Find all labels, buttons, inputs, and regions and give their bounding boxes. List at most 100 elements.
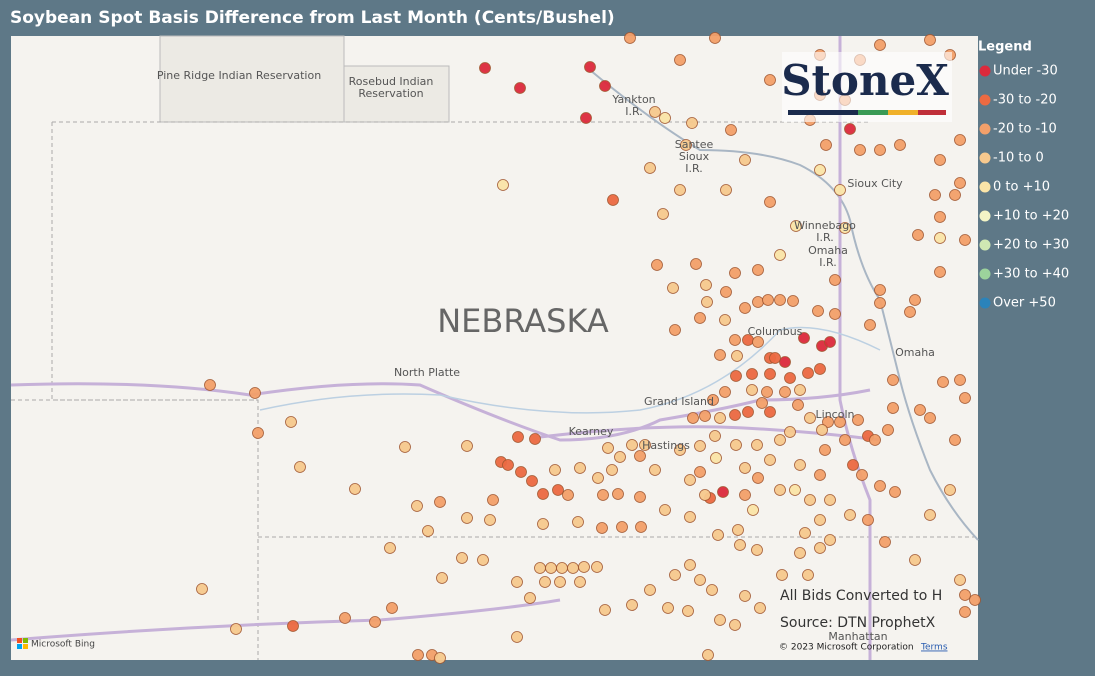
bid-point xyxy=(762,294,774,306)
bid-point xyxy=(730,439,742,451)
bid-point xyxy=(839,222,851,234)
bid-point xyxy=(699,489,711,501)
bid-point xyxy=(784,372,796,384)
bid-point xyxy=(882,424,894,436)
bid-point xyxy=(776,569,788,581)
bid-point xyxy=(779,356,791,368)
bid-point xyxy=(764,454,776,466)
bid-point xyxy=(725,124,737,136)
bid-point xyxy=(847,459,859,471)
bid-point xyxy=(644,584,656,596)
bid-point xyxy=(794,459,806,471)
bid-point xyxy=(545,562,557,574)
bid-point xyxy=(339,612,351,624)
bid-point xyxy=(690,258,702,270)
bid-point xyxy=(684,474,696,486)
bid-point xyxy=(249,387,261,399)
place-label: North Platte xyxy=(394,366,460,379)
bid-point xyxy=(599,604,611,616)
bid-point xyxy=(854,144,866,156)
bid-point xyxy=(556,562,568,574)
bid-point xyxy=(694,466,706,478)
bid-point xyxy=(714,349,726,361)
bid-point xyxy=(669,324,681,336)
bid-point xyxy=(729,409,741,421)
place-label: Yankton xyxy=(611,93,655,106)
bid-point xyxy=(694,312,706,324)
legend: Under -30 -30 to -20 -20 to -10 -10 to 0 0 t… xyxy=(979,64,1069,311)
title: Soybean Spot Basis Difference from Last … xyxy=(10,8,615,28)
legend-title: Legend xyxy=(978,40,1032,55)
bid-point xyxy=(949,434,961,446)
bid-point xyxy=(682,605,694,617)
bid-point xyxy=(804,494,816,506)
bid-point xyxy=(909,554,921,566)
bid-point xyxy=(567,562,579,574)
bid-point xyxy=(634,491,646,503)
bid-point xyxy=(639,439,651,451)
bid-point xyxy=(824,494,836,506)
bid-point xyxy=(580,112,592,124)
bid-point xyxy=(602,442,614,454)
state-label: NEBRASKA xyxy=(437,302,609,340)
bid-point xyxy=(607,194,619,206)
bid-point xyxy=(742,406,754,418)
bid-point xyxy=(456,552,468,564)
bid-point xyxy=(597,489,609,501)
bid-point xyxy=(667,282,679,294)
bid-point xyxy=(502,459,514,471)
bid-point xyxy=(434,496,446,508)
bid-point xyxy=(790,220,802,232)
bid-point xyxy=(584,61,596,73)
bid-point xyxy=(651,259,663,271)
conversion-note: All Bids Converted to H xyxy=(780,588,942,604)
bid-point xyxy=(461,512,473,524)
bid-point xyxy=(659,504,671,516)
bid-point xyxy=(614,451,626,463)
bid-point xyxy=(814,164,826,176)
bid-point xyxy=(814,514,826,526)
bid-point xyxy=(764,196,776,208)
terms-link[interactable]: Terms xyxy=(920,643,948,653)
bid-point xyxy=(714,614,726,626)
bid-point xyxy=(659,112,671,124)
bid-point xyxy=(934,266,946,278)
bid-point xyxy=(411,500,423,512)
bid-point xyxy=(751,544,763,556)
bid-point xyxy=(874,284,886,296)
bid-point xyxy=(934,154,946,166)
bid-point xyxy=(869,434,881,446)
map-labels: Pine Ridge Indian Reservation Rosebud Ind… xyxy=(157,69,935,643)
bid-point xyxy=(739,590,751,602)
place-label: Lincoln xyxy=(816,408,855,421)
bid-point xyxy=(751,439,763,451)
bid-point xyxy=(959,606,971,618)
bid-point xyxy=(792,399,804,411)
bid-point xyxy=(864,319,876,331)
bid-point xyxy=(784,426,796,438)
bid-point xyxy=(686,117,698,129)
bid-point xyxy=(802,367,814,379)
bid-point xyxy=(534,562,546,574)
bid-point xyxy=(959,234,971,246)
bid-point xyxy=(626,439,638,451)
bid-point xyxy=(874,144,886,156)
bid-point xyxy=(537,518,549,530)
bid-point xyxy=(709,32,721,44)
bid-point xyxy=(794,384,806,396)
bid-point xyxy=(701,296,713,308)
bid-point xyxy=(537,488,549,500)
bid-point xyxy=(662,602,674,614)
bid-point xyxy=(764,406,776,418)
place-label: Sioux xyxy=(679,150,710,163)
bid-point xyxy=(526,475,538,487)
legend-swatch xyxy=(979,65,991,77)
bid-point xyxy=(752,336,764,348)
legend-swatch xyxy=(979,297,991,309)
bid-point xyxy=(720,286,732,298)
bid-point xyxy=(824,336,836,348)
map-features xyxy=(10,35,979,660)
place-label: Grand Island xyxy=(644,395,714,408)
bid-point xyxy=(954,134,966,146)
bid-point xyxy=(706,584,718,596)
